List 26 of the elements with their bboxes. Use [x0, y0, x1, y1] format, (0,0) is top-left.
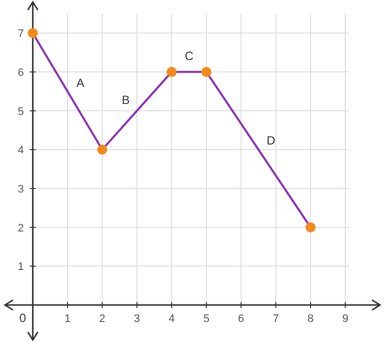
x-tick-label: 3 — [134, 313, 140, 326]
x-tick-label: 8 — [307, 313, 314, 326]
y-tick-label: 2 — [18, 222, 24, 234]
y-tick-label: 6 — [18, 66, 24, 79]
x-tick-label: 7 — [272, 313, 279, 326]
y-tick-label: 7 — [18, 28, 24, 40]
x-tick-label: 1 — [64, 313, 71, 326]
x-tick-label: 6 — [238, 313, 244, 326]
y-tick-label: 5 — [18, 106, 24, 118]
y-tick-label: 4 — [18, 144, 24, 157]
point — [28, 28, 38, 38]
annotation: C — [184, 49, 194, 64]
x-tick-label: 5 — [203, 313, 210, 326]
y-tick-label: 1 — [18, 261, 24, 274]
x-tick-label: 4 — [168, 313, 175, 326]
x-tick-label: 9 — [342, 313, 348, 326]
annotation: D — [266, 133, 276, 148]
point — [166, 66, 177, 77]
annotation: A — [76, 76, 84, 90]
point — [306, 222, 316, 232]
point — [201, 66, 212, 77]
y-tick-label: 3 — [18, 183, 24, 196]
x-tick-label: 2 — [99, 313, 106, 326]
point — [97, 144, 108, 155]
annotation: B — [122, 92, 130, 107]
annotation: 0 — [19, 311, 26, 326]
